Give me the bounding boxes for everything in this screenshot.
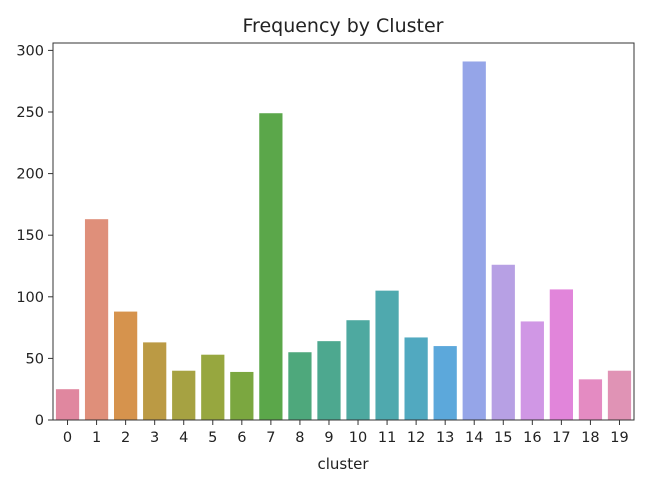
x-tick-label: 2 (121, 430, 130, 446)
bar-cluster-0 (55, 389, 80, 420)
x-tick-label: 19 (610, 430, 628, 446)
bar-cluster-10 (346, 320, 370, 420)
y-tick-label: 100 (16, 290, 44, 306)
x-axis-label: cluster (317, 455, 369, 473)
bar-cluster-15 (491, 264, 515, 420)
x-tick-label: 4 (179, 430, 188, 446)
x-tick-label: 7 (266, 430, 275, 446)
x-tick-label: 16 (523, 430, 541, 446)
bar-cluster-2 (114, 311, 138, 420)
x-tick-label: 14 (465, 430, 483, 446)
bar-cluster-13 (433, 346, 457, 420)
x-tick-label: 3 (150, 430, 159, 446)
y-tick-label: 150 (16, 228, 44, 244)
x-tick-label: 1 (92, 430, 101, 446)
x-tick-label: 11 (378, 430, 396, 446)
x-tick-label: 5 (208, 430, 217, 446)
bar-cluster-5 (201, 354, 225, 420)
y-tick-label: 50 (26, 351, 44, 367)
x-tick-label: 10 (349, 430, 367, 446)
x-tick-label: 12 (407, 430, 425, 446)
bar-cluster-19 (607, 370, 632, 420)
x-tick-label: 15 (494, 430, 512, 446)
bar-cluster-17 (549, 289, 573, 420)
bar-cluster-7 (259, 113, 283, 420)
chart-title: Frequency by Cluster (243, 15, 444, 37)
bar-cluster-9 (317, 341, 341, 420)
y-tick-label: 300 (16, 43, 44, 59)
x-tick-label: 18 (581, 430, 599, 446)
bar-cluster-1 (84, 219, 109, 420)
bars-group (55, 61, 632, 420)
bar-cluster-16 (520, 321, 544, 420)
y-tick-label: 200 (16, 167, 44, 183)
bar-cluster-11 (375, 290, 399, 420)
plot-frame (52, 42, 635, 421)
x-tick-label: 9 (324, 430, 333, 446)
bar-cluster-18 (578, 379, 603, 420)
bar-cluster-14 (462, 61, 486, 420)
x-axis-ticks: 0 1 2 3 4 5 6 7 8 9 10 11 12 13 14 15 16 17 18 19 (63, 420, 629, 446)
bar-cluster-8 (288, 352, 312, 420)
x-tick-label: 0 (63, 430, 72, 446)
bar-cluster-4 (172, 370, 196, 420)
x-tick-label: 8 (295, 430, 304, 446)
y-tick-label: 0 (35, 413, 44, 429)
bar-cluster-12 (404, 337, 428, 420)
bar-cluster-6 (230, 371, 254, 420)
x-tick-label: 17 (552, 430, 570, 446)
x-tick-label: 6 (237, 430, 246, 446)
y-axis-ticks: 0 50 100 150 200 250 300 (16, 43, 53, 429)
bar-cluster-3 (143, 342, 167, 420)
y-tick-label: 250 (16, 105, 44, 121)
x-tick-label: 13 (436, 430, 454, 446)
